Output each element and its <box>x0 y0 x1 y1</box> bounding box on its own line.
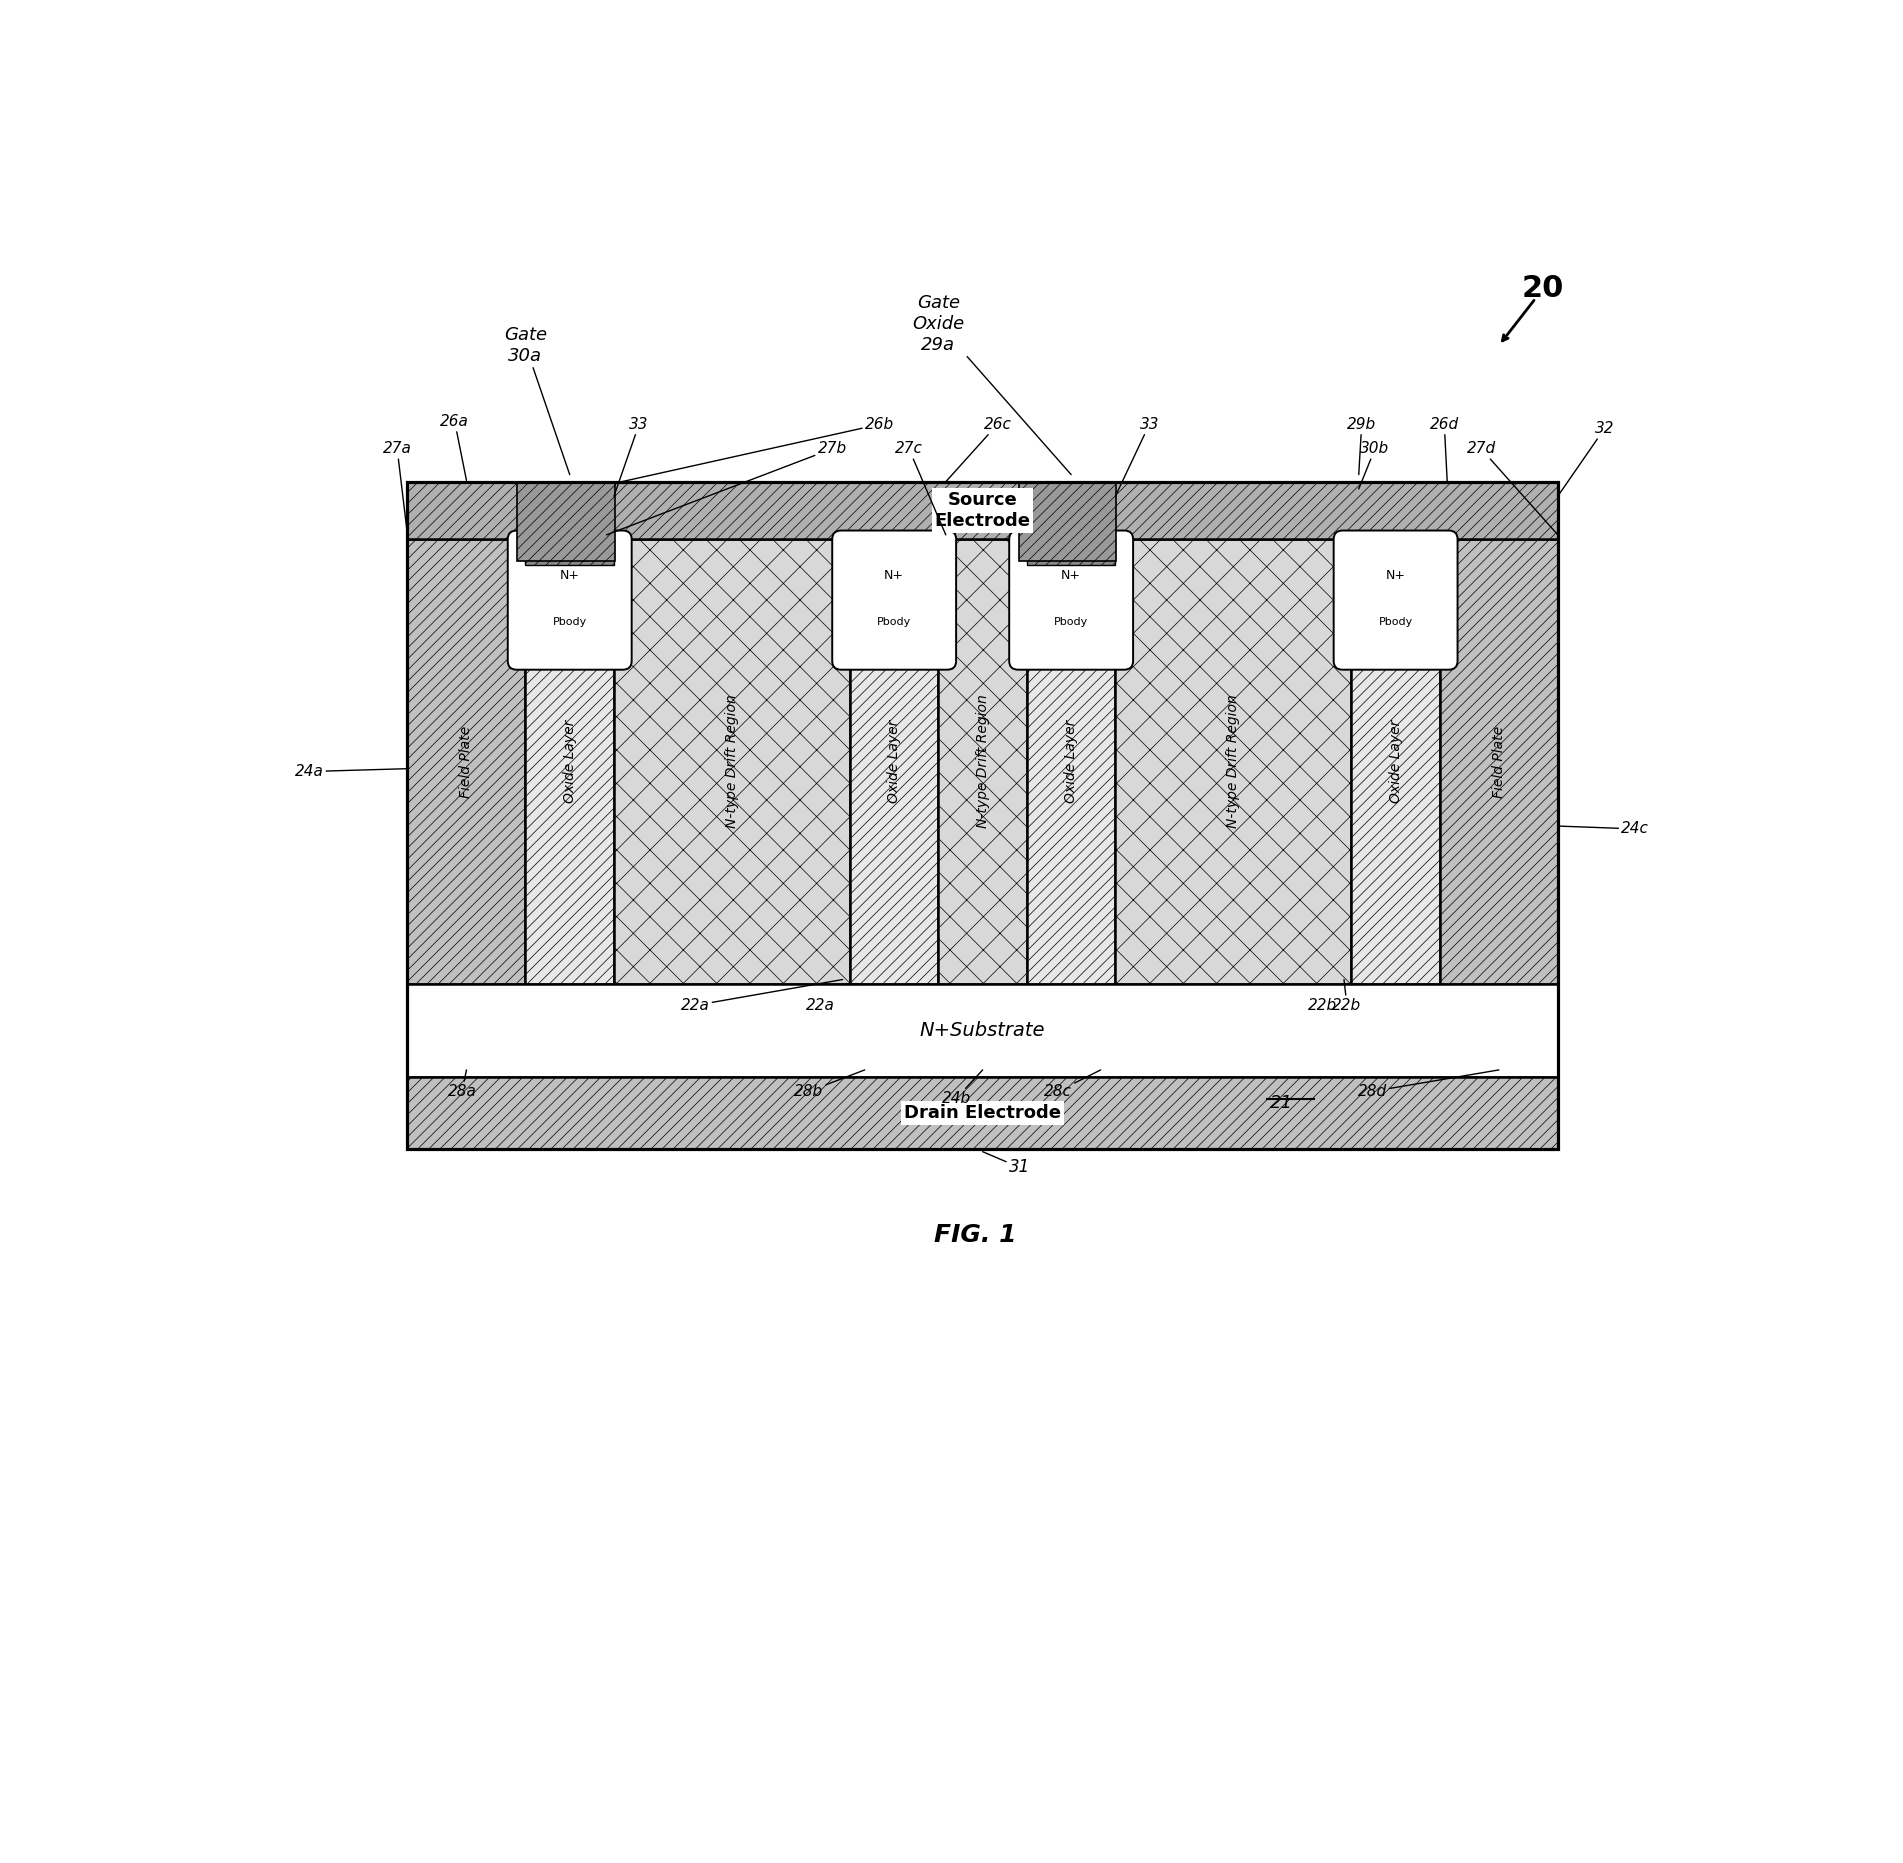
Text: Gate
Oxide
29a: Gate Oxide 29a <box>912 294 1071 475</box>
FancyBboxPatch shape <box>508 531 632 669</box>
Text: Oxide Layer: Oxide Layer <box>887 719 902 803</box>
Bar <box>1115 538 1351 984</box>
Text: 22a: 22a <box>681 980 843 1013</box>
Text: FIG. 1: FIG. 1 <box>934 1222 1016 1246</box>
Bar <box>407 1077 1559 1149</box>
Text: 27b: 27b <box>607 442 847 535</box>
Text: 27d: 27d <box>1467 442 1559 535</box>
Bar <box>938 538 1028 984</box>
Text: Pbody: Pbody <box>552 617 586 628</box>
Text: 28d: 28d <box>1357 1069 1500 1099</box>
Text: N+Substrate: N+Substrate <box>919 1021 1045 1040</box>
Text: 26a: 26a <box>440 414 470 481</box>
Text: 33: 33 <box>615 417 649 496</box>
Text: 28a: 28a <box>447 1069 476 1099</box>
Text: 21: 21 <box>1271 1094 1294 1112</box>
Text: Field Plate: Field Plate <box>1492 725 1505 797</box>
Text: Drain Electrode: Drain Electrode <box>904 1105 1062 1122</box>
Text: 26b: 26b <box>620 417 894 483</box>
Text: 24b: 24b <box>942 1069 982 1107</box>
Text: Pbody: Pbody <box>1054 617 1089 628</box>
Text: Oxide Layer: Oxide Layer <box>1064 719 1079 803</box>
Text: 32: 32 <box>1559 421 1614 496</box>
Text: N-type Drift Region: N-type Drift Region <box>1226 695 1241 829</box>
Text: 26c: 26c <box>946 417 1010 483</box>
Text: 31: 31 <box>982 1151 1030 1176</box>
Text: 22b: 22b <box>1332 980 1361 1013</box>
Bar <box>1028 538 1115 984</box>
Bar <box>525 538 615 984</box>
Text: 33: 33 <box>1115 417 1159 496</box>
Text: Gate
30a: Gate 30a <box>504 326 569 475</box>
Text: Pbody: Pbody <box>877 617 912 628</box>
Text: Oxide Layer: Oxide Layer <box>1389 719 1403 803</box>
Bar <box>407 483 1559 538</box>
FancyBboxPatch shape <box>1009 531 1132 669</box>
Text: 20: 20 <box>1522 274 1564 302</box>
Text: 24c: 24c <box>1559 822 1650 836</box>
Text: 26d: 26d <box>1429 417 1460 483</box>
Text: 27a: 27a <box>383 442 411 535</box>
Text: 29b: 29b <box>1347 417 1376 475</box>
Bar <box>851 538 938 984</box>
Bar <box>1018 483 1117 561</box>
Text: 22b: 22b <box>1307 999 1336 1013</box>
Bar <box>518 483 615 561</box>
Text: Oxide Layer: Oxide Layer <box>563 719 577 803</box>
FancyBboxPatch shape <box>832 531 955 669</box>
Text: Source
Electrode: Source Electrode <box>934 492 1031 529</box>
Bar <box>407 538 525 984</box>
Text: N+: N+ <box>1385 570 1406 583</box>
Text: N-type Drift Region: N-type Drift Region <box>725 695 738 829</box>
Bar <box>1441 538 1559 984</box>
Text: Field Plate: Field Plate <box>459 725 474 797</box>
Text: Pbody: Pbody <box>1378 617 1412 628</box>
Bar <box>407 483 1559 1149</box>
Text: N-type Drift Region: N-type Drift Region <box>976 695 990 829</box>
Text: N+: N+ <box>559 570 580 583</box>
Text: 28b: 28b <box>794 1069 864 1099</box>
Bar <box>407 984 1559 1077</box>
Bar <box>615 538 851 984</box>
Text: 28c: 28c <box>1045 1069 1100 1099</box>
Bar <box>1351 538 1441 984</box>
Text: 27c: 27c <box>894 442 946 535</box>
Text: 24a: 24a <box>295 764 407 779</box>
Bar <box>525 538 615 564</box>
Text: 22a: 22a <box>807 999 835 1013</box>
Bar <box>1028 538 1115 564</box>
Text: 30b: 30b <box>1359 442 1389 488</box>
FancyBboxPatch shape <box>1334 531 1458 669</box>
Text: N+: N+ <box>1062 570 1081 583</box>
Text: N+: N+ <box>885 570 904 583</box>
